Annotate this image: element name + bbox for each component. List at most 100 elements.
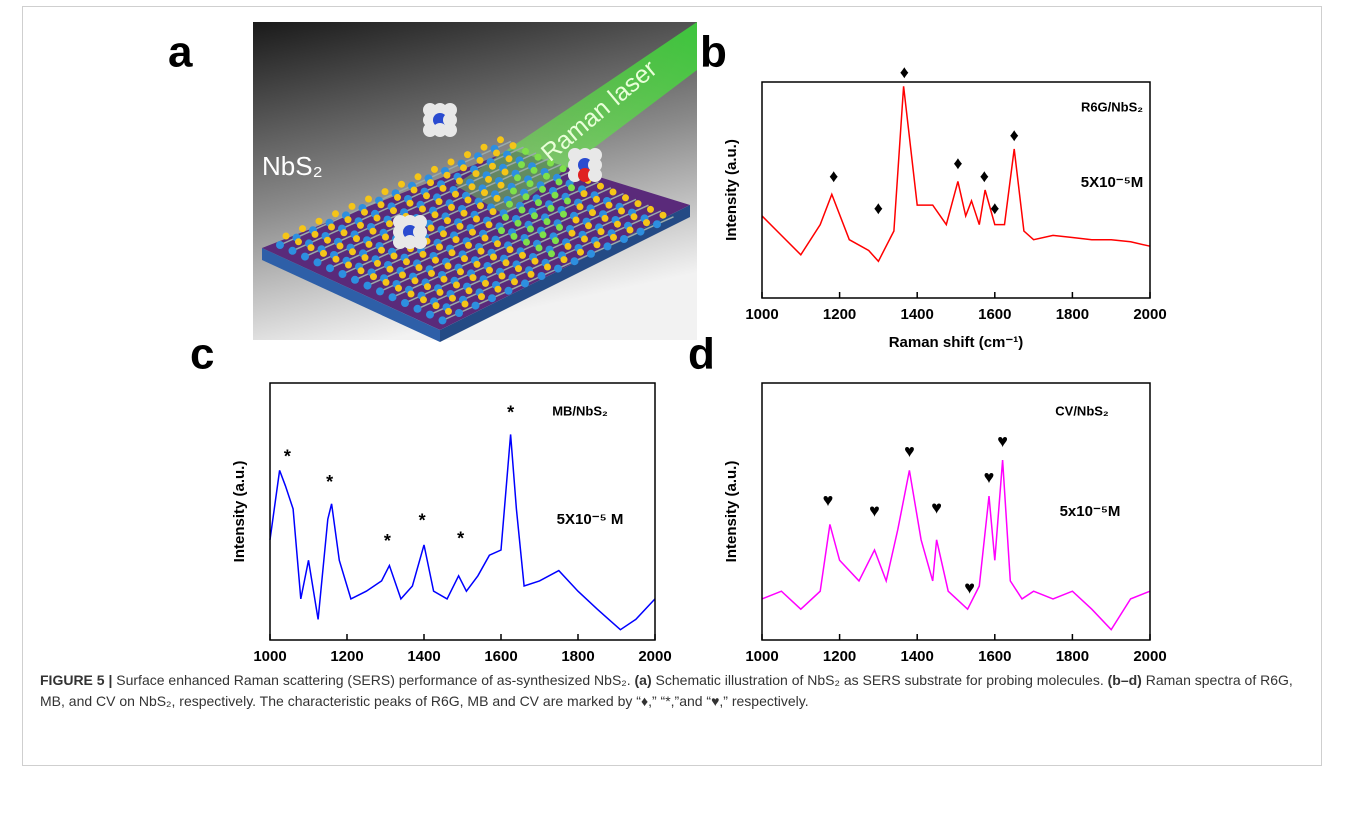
lattice-atom	[585, 222, 592, 229]
lattice-atom	[361, 209, 368, 216]
lattice-atom	[560, 165, 567, 172]
lattice-atom	[469, 229, 476, 236]
lattice-atom	[320, 250, 327, 257]
lattice-atom	[527, 180, 534, 187]
lattice-atom	[364, 282, 372, 290]
lattice-atom	[324, 237, 331, 244]
lattice-atom	[316, 218, 323, 225]
lattice-atom	[488, 294, 496, 302]
lattice-atom	[614, 221, 621, 228]
lattice-atom	[581, 236, 588, 243]
lattice-atom	[507, 246, 514, 253]
lattice-atom	[349, 248, 356, 255]
lattice-atom	[333, 256, 340, 263]
lattice-atom	[439, 316, 447, 324]
lattice-atom	[660, 212, 667, 219]
lattice-atom	[485, 176, 492, 183]
peak-marker: ♥	[823, 490, 834, 510]
lattice-atom	[445, 263, 452, 270]
lattice-atom	[554, 265, 562, 273]
lattice-atom	[465, 242, 472, 249]
lattice-atom	[598, 228, 605, 235]
lattice-atom	[358, 267, 365, 274]
lattice-atom	[515, 265, 522, 272]
peak-marker: *	[326, 472, 333, 492]
lattice-atom	[399, 272, 406, 279]
molecule-atom	[443, 123, 457, 137]
peak-marker: ♥	[931, 498, 942, 518]
lattice-atom	[452, 191, 459, 198]
x-tick-label: 1400	[901, 306, 934, 323]
lattice-atom	[374, 215, 381, 222]
lattice-atom	[594, 241, 601, 248]
lattice-atom	[419, 206, 426, 213]
schematic: NbS₂Raman laser	[253, 22, 697, 342]
caption-part: FIGURE 5 |	[40, 672, 112, 688]
lattice-atom	[602, 215, 609, 222]
peak-marker: ♥	[964, 577, 975, 597]
lattice-atom	[466, 287, 473, 294]
peak-marker: ♦	[953, 153, 962, 173]
lattice-atom	[505, 287, 513, 295]
lattice-atom	[618, 208, 625, 215]
lattice-atom	[472, 302, 480, 310]
caption-part: (b–d)	[1108, 672, 1142, 688]
lattice-atom	[428, 270, 435, 277]
lattice-atom	[477, 202, 484, 209]
lattice-atom	[477, 157, 484, 164]
lattice-atom	[548, 205, 555, 212]
x-tick-label: 1400	[901, 648, 934, 665]
lattice-atom	[432, 257, 439, 264]
peak-marker: ♦	[900, 62, 909, 82]
lattice-atom	[448, 204, 455, 211]
peak-marker: *	[284, 446, 291, 466]
lattice-atom	[386, 220, 393, 227]
lattice-atom	[486, 267, 493, 274]
lattice-atom	[370, 273, 377, 280]
lattice-atom	[398, 181, 405, 188]
lattice-atom	[433, 302, 440, 309]
x-tick-label: 1000	[745, 648, 778, 665]
lattice-atom	[332, 210, 339, 217]
lattice-atom	[556, 179, 563, 186]
lattice-atom	[521, 279, 529, 287]
lattice-atom	[401, 299, 409, 307]
peak-marker: ♦	[980, 166, 989, 186]
lattice-atom	[474, 261, 481, 268]
lattice-atom	[391, 253, 398, 260]
lattice-atom	[448, 159, 455, 166]
lattice-atom	[620, 235, 628, 243]
lattice-atom	[531, 167, 538, 174]
lattice-atom	[493, 150, 500, 157]
x-tick-label: 1800	[1056, 306, 1089, 323]
lattice-atom	[560, 211, 567, 218]
lattice-atom	[486, 221, 493, 228]
x-tick-label: 1600	[484, 648, 517, 665]
lattice-atom	[593, 196, 600, 203]
lattice-atom	[610, 189, 617, 196]
lattice-atom	[457, 223, 464, 230]
lattice-atom	[345, 262, 352, 269]
lattice-atom	[314, 258, 322, 266]
lattice-atom	[432, 211, 439, 218]
lattice-atom	[528, 271, 535, 278]
panel-label: b	[700, 28, 727, 77]
lattice-atom	[456, 178, 463, 185]
y-axis-label: Intensity (a.u.)	[231, 461, 248, 563]
lattice-atom	[345, 216, 352, 223]
lattice-atom	[444, 172, 451, 179]
lattice-atom	[489, 163, 496, 170]
lattice-atom	[622, 194, 629, 201]
lattice-atom	[653, 220, 661, 228]
lattice-atom	[581, 190, 588, 197]
x-tick-label: 1000	[745, 306, 778, 323]
compound-label: R6G/NbS₂	[1081, 99, 1143, 114]
lattice-atom	[495, 286, 502, 293]
lattice-atom	[540, 231, 547, 238]
lattice-atom	[568, 184, 575, 191]
peak-marker: ♦	[990, 198, 999, 218]
lattice-atom	[532, 258, 539, 265]
lattice-atom	[637, 228, 645, 236]
lattice-atom	[357, 222, 364, 229]
